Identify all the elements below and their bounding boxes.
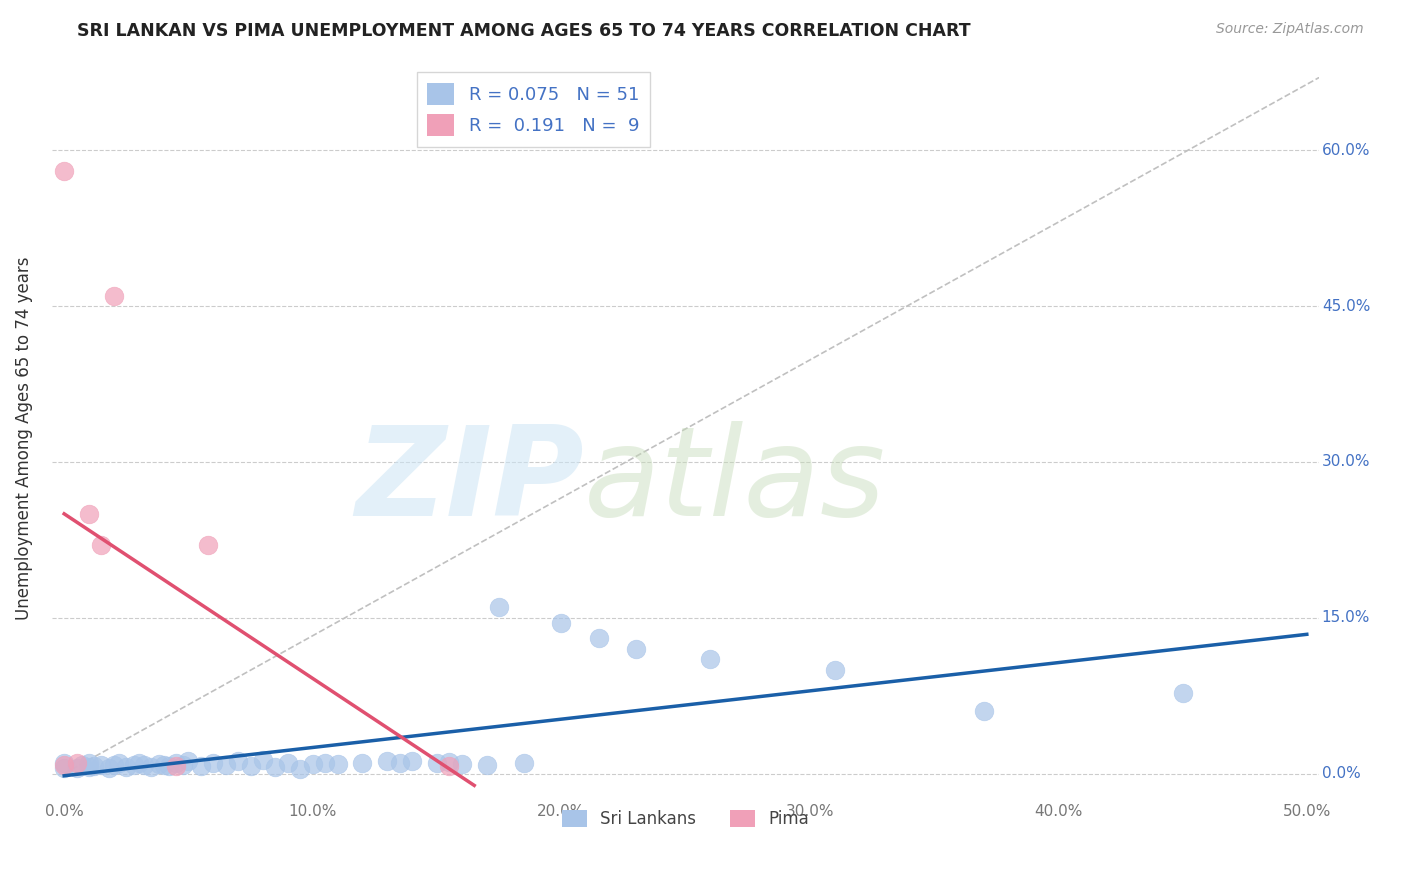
Point — [103, 758, 125, 772]
Point — [165, 759, 187, 773]
Point — [190, 759, 212, 773]
Text: SRI LANKAN VS PIMA UNEMPLOYMENT AMONG AGES 65 TO 74 YEARS CORRELATION CHART: SRI LANKAN VS PIMA UNEMPLOYMENT AMONG AG… — [77, 22, 972, 40]
Point — [550, 615, 572, 630]
Legend: Sri Lankans, Pima: Sri Lankans, Pima — [555, 803, 815, 835]
Point — [157, 759, 180, 773]
Point — [314, 756, 336, 771]
Text: 0.0%: 0.0% — [1322, 766, 1361, 781]
Point — [388, 756, 411, 771]
Point — [177, 754, 200, 768]
Point — [53, 164, 76, 178]
Point — [152, 758, 174, 772]
Point — [513, 756, 536, 771]
Point — [973, 704, 995, 718]
Point — [202, 756, 225, 771]
Point — [624, 641, 647, 656]
Point — [77, 507, 100, 521]
Point — [141, 760, 163, 774]
Point — [83, 759, 105, 773]
Point — [352, 756, 374, 771]
Point — [70, 758, 93, 772]
Point — [290, 763, 312, 777]
Point — [90, 758, 112, 772]
Point — [426, 756, 449, 771]
Point — [108, 756, 131, 771]
Point — [252, 753, 274, 767]
Text: 45.0%: 45.0% — [1322, 299, 1369, 313]
Point — [301, 757, 323, 772]
Point — [488, 600, 510, 615]
Text: 60.0%: 60.0% — [1322, 143, 1371, 158]
Point — [77, 756, 100, 771]
Point — [450, 757, 472, 772]
Point — [53, 756, 76, 771]
Point — [588, 632, 610, 646]
Text: 15.0%: 15.0% — [1322, 610, 1369, 625]
Point — [90, 538, 112, 552]
Point — [77, 760, 100, 774]
Point — [264, 760, 287, 774]
Text: 30.0%: 30.0% — [1322, 454, 1371, 469]
Point — [122, 758, 145, 772]
Point — [53, 758, 76, 772]
Point — [148, 757, 170, 772]
Point — [65, 756, 87, 771]
Point — [128, 756, 150, 771]
Point — [226, 754, 249, 768]
Point — [215, 758, 238, 772]
Text: ZIP: ZIP — [356, 421, 583, 542]
Text: atlas: atlas — [583, 421, 886, 542]
Point — [375, 754, 398, 768]
Point — [1171, 685, 1194, 699]
Point — [165, 756, 187, 771]
Point — [65, 761, 87, 775]
Point — [53, 761, 76, 775]
Point — [439, 759, 461, 773]
Point — [699, 652, 721, 666]
Point — [277, 756, 299, 771]
Point — [172, 758, 194, 772]
Point — [439, 755, 461, 769]
Point — [103, 288, 125, 302]
Point — [115, 760, 138, 774]
Point — [475, 758, 498, 772]
Y-axis label: Unemployment Among Ages 65 to 74 years: Unemployment Among Ages 65 to 74 years — [15, 257, 32, 620]
Point — [239, 759, 262, 773]
Point — [132, 758, 155, 772]
Point — [97, 761, 120, 775]
Point — [197, 538, 219, 552]
Point — [326, 757, 349, 772]
Point — [824, 663, 846, 677]
Point — [401, 754, 423, 768]
Text: Source: ZipAtlas.com: Source: ZipAtlas.com — [1216, 22, 1364, 37]
